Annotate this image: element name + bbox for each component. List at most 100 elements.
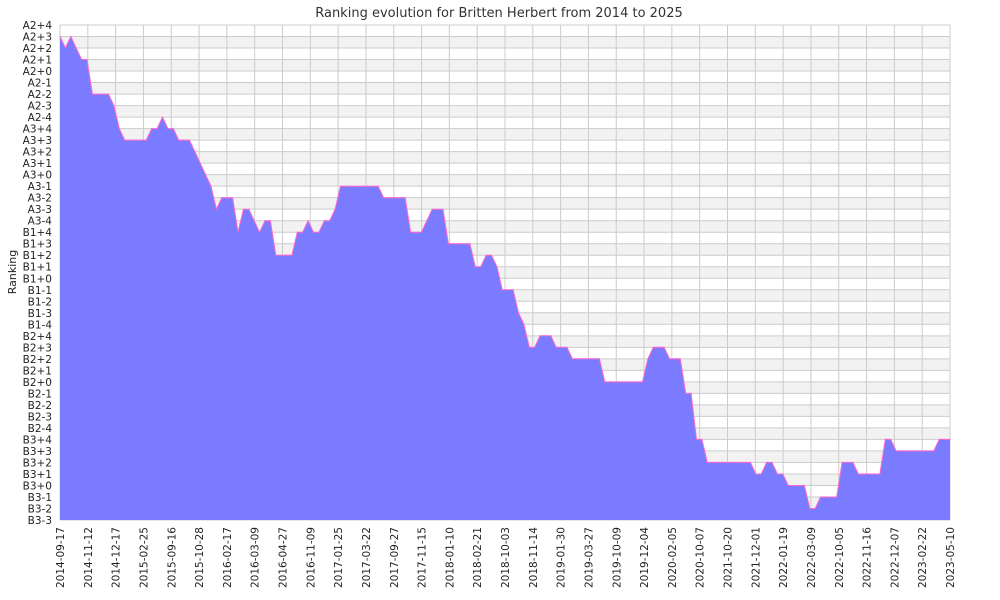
y-tick-label: B2+0 — [23, 377, 52, 389]
x-tick-label: 2020-10-07 — [695, 527, 707, 588]
x-tick-label: 2014-11-12 — [83, 527, 95, 588]
y-tick-label: B2-4 — [28, 423, 53, 435]
data-point — [442, 208, 444, 210]
data-point — [701, 438, 703, 440]
data-point — [242, 208, 244, 210]
y-tick-label: B1-2 — [28, 296, 52, 308]
data-point — [544, 335, 547, 337]
data-point — [917, 450, 919, 452]
data-point — [652, 346, 654, 348]
data-point — [361, 185, 363, 187]
x-tick-label: 2018-11-14 — [528, 527, 540, 588]
data-point — [658, 346, 660, 348]
data-point — [922, 450, 924, 452]
x-tick-label: 2019-10-09 — [611, 527, 623, 588]
data-point — [350, 185, 352, 187]
x-tick-label: 2022-12-07 — [889, 527, 901, 588]
y-tick-label: B2-1 — [28, 388, 52, 400]
data-point — [161, 116, 164, 118]
y-tick-label: A2+2 — [23, 43, 52, 55]
data-point — [474, 266, 476, 268]
data-point — [426, 220, 428, 222]
y-tick-label: B3+2 — [23, 457, 52, 469]
data-point — [453, 243, 455, 245]
y-tick-label: A2+4 — [23, 20, 53, 32]
data-point — [690, 392, 692, 394]
data-point — [944, 438, 946, 440]
y-tick-label: A3+1 — [23, 158, 52, 170]
data-point — [641, 381, 644, 383]
data-point — [749, 461, 752, 463]
y-tick-label: B1+2 — [23, 250, 52, 262]
data-point — [280, 254, 282, 256]
data-point — [345, 185, 347, 187]
y-tick-label: A3+2 — [23, 147, 52, 159]
x-tick-label: 2021-10-20 — [723, 527, 735, 588]
data-point — [410, 231, 412, 233]
x-tick-label: 2015-02-25 — [138, 527, 150, 588]
data-point — [571, 358, 574, 360]
data-point — [404, 197, 406, 199]
data-point — [302, 231, 304, 233]
data-point — [895, 450, 897, 452]
x-tick-label: 2016-03-09 — [250, 527, 262, 588]
data-point — [312, 231, 315, 233]
y-tick-label: A2-4 — [28, 112, 53, 124]
data-point — [156, 128, 158, 130]
data-point — [890, 438, 892, 440]
data-point — [356, 185, 358, 187]
y-tick-label: B1-4 — [28, 319, 53, 331]
x-tick-label: 2017-09-27 — [389, 527, 401, 588]
data-point — [264, 220, 266, 222]
y-tick-label: B1+0 — [23, 273, 52, 285]
y-tick-label: A2+3 — [23, 32, 52, 44]
data-point — [199, 162, 201, 164]
y-tick-label: B3+1 — [23, 469, 52, 481]
data-point — [205, 174, 207, 176]
y-tick-label: B2+3 — [23, 342, 52, 354]
data-point — [113, 105, 115, 107]
x-tick-label: 2017-11-15 — [417, 527, 429, 588]
x-tick-label: 2020-02-05 — [667, 527, 679, 588]
chart-title: Ranking evolution for Britten Herbert fr… — [315, 6, 683, 21]
data-point — [469, 243, 471, 245]
data-point — [685, 392, 687, 394]
x-tick-label: 2018-01-10 — [444, 527, 456, 588]
data-point — [787, 484, 789, 487]
x-tick-label: 2016-11-09 — [305, 527, 317, 588]
data-point — [248, 208, 250, 210]
y-tick-label: A3-4 — [28, 216, 53, 228]
y-tick-label: A2-1 — [28, 78, 52, 90]
data-point — [733, 461, 735, 463]
data-point — [933, 450, 935, 452]
data-point — [798, 484, 800, 487]
data-point — [593, 358, 595, 360]
data-point — [102, 93, 104, 95]
data-point — [809, 507, 811, 510]
data-point — [728, 461, 730, 463]
data-point — [97, 93, 99, 95]
data-point — [221, 197, 223, 199]
y-tick-label: B2-2 — [28, 400, 52, 412]
x-tick-label: 2014-09-17 — [55, 527, 67, 588]
data-point — [760, 473, 762, 475]
data-point — [167, 128, 169, 130]
y-tick-label: B3+3 — [23, 446, 52, 458]
data-point — [86, 58, 88, 61]
data-point — [868, 473, 870, 475]
data-point — [296, 231, 298, 233]
data-point — [383, 197, 385, 199]
data-point — [663, 346, 665, 348]
data-point — [884, 438, 886, 440]
data-point — [70, 35, 72, 38]
data-point — [712, 461, 714, 463]
y-tick-label: B1+4 — [23, 227, 53, 239]
data-point — [566, 346, 568, 348]
data-point — [679, 358, 681, 360]
x-tick-label: 2022-10-05 — [834, 527, 846, 588]
data-point — [307, 220, 309, 222]
x-tick-label: 2018-02-21 — [472, 527, 484, 588]
data-point — [706, 461, 708, 463]
data-point — [291, 254, 293, 256]
